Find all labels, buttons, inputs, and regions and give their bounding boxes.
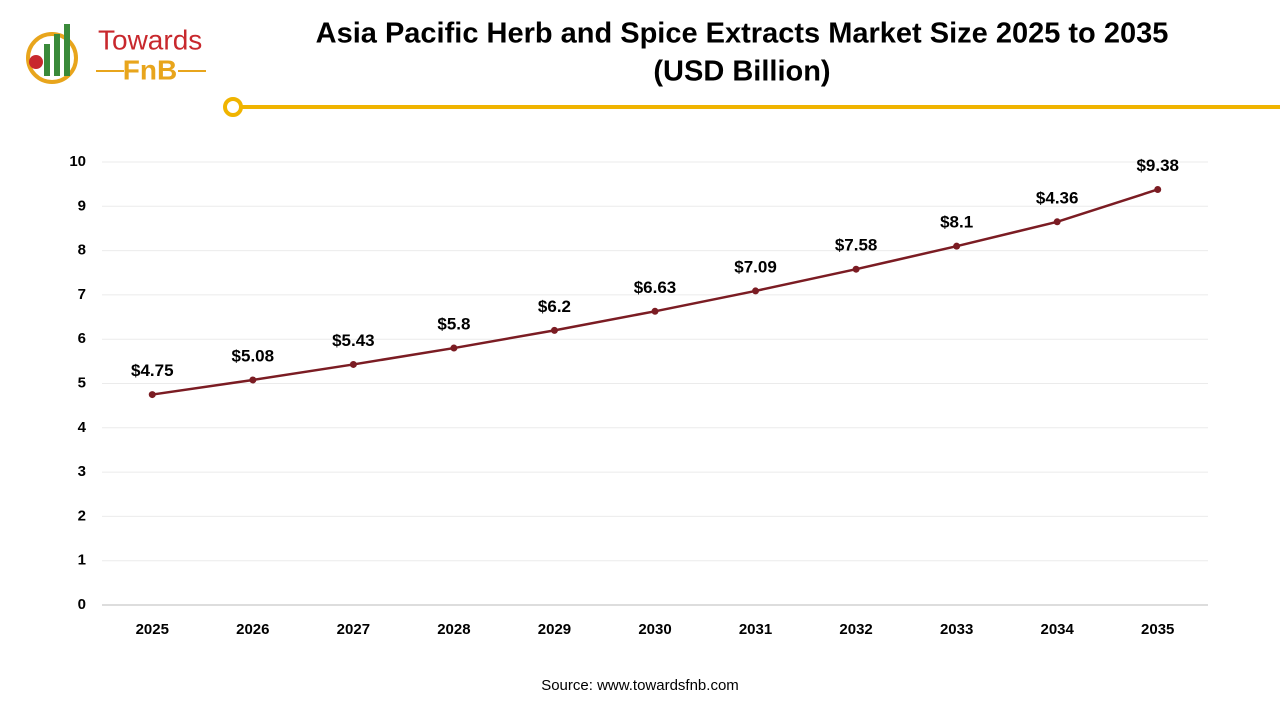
logo: Towards FnB — [26, 24, 206, 85]
data-point — [852, 265, 860, 273]
x-tick-label: 2035 — [1141, 621, 1174, 638]
data-point — [1154, 185, 1162, 193]
source: Source: www.towardsfnb.com — [541, 677, 739, 694]
x-tick-label: 2034 — [1040, 621, 1074, 638]
logo-bar — [54, 34, 60, 76]
y-tick-label: 5 — [78, 374, 86, 391]
chart-title: Asia Pacific Herb and Spice Extracts Mar… — [316, 18, 1169, 50]
logo-ring — [26, 32, 78, 84]
y-tick-label: 6 — [78, 330, 86, 347]
data-point — [249, 376, 257, 384]
y-tick-label: 8 — [78, 242, 86, 259]
data-point — [752, 287, 760, 295]
y-tick-label: 2 — [78, 507, 86, 524]
logo-text: FnB — [123, 54, 177, 85]
x-tick-label: 2025 — [136, 621, 169, 638]
header-dot — [223, 97, 243, 117]
x-tick-label: 2028 — [437, 621, 470, 638]
data-label: $4.36 — [1036, 188, 1079, 207]
data-label: $5.8 — [437, 315, 470, 334]
y-tick-label: 0 — [78, 596, 86, 613]
data-label: $7.58 — [835, 236, 878, 255]
data-point — [450, 344, 458, 352]
x-tick-label: 2033 — [940, 621, 973, 638]
data-point — [1053, 218, 1061, 226]
logo-bar — [64, 24, 70, 76]
y-tick-label: 10 — [69, 153, 86, 170]
data-point — [651, 307, 659, 315]
data-point — [550, 326, 558, 334]
y-tick-label: 7 — [78, 286, 86, 303]
x-tick-label: 2027 — [337, 621, 370, 638]
x-tick-label: 2030 — [638, 621, 671, 638]
x-tick-label: 2029 — [538, 621, 571, 638]
x-tick-label: 2026 — [236, 621, 269, 638]
data-label: $5.08 — [232, 346, 275, 365]
y-tick-label: 9 — [78, 197, 86, 214]
data-point — [349, 360, 357, 368]
y-tick-label: 3 — [78, 463, 86, 480]
data-label: $9.38 — [1136, 156, 1179, 175]
data-point — [953, 242, 961, 250]
data-label: $7.09 — [734, 257, 777, 276]
data-point — [148, 391, 156, 399]
x-tick-label: 2032 — [839, 621, 872, 638]
data-label: $4.75 — [131, 361, 174, 380]
data-label: $8.1 — [940, 213, 973, 232]
chart-subtitle: (USD Billion) — [653, 56, 830, 88]
y-tick-label: 1 — [78, 552, 86, 569]
data-label: $6.63 — [634, 278, 677, 297]
logo-text: Towards — [98, 24, 202, 55]
y-tick-label: 4 — [78, 419, 87, 436]
logo-bar — [44, 44, 50, 76]
x-tick-label: 2031 — [739, 621, 772, 638]
data-label: $6.2 — [538, 297, 571, 316]
logo-dot — [29, 55, 43, 69]
data-label: $5.43 — [332, 331, 375, 350]
